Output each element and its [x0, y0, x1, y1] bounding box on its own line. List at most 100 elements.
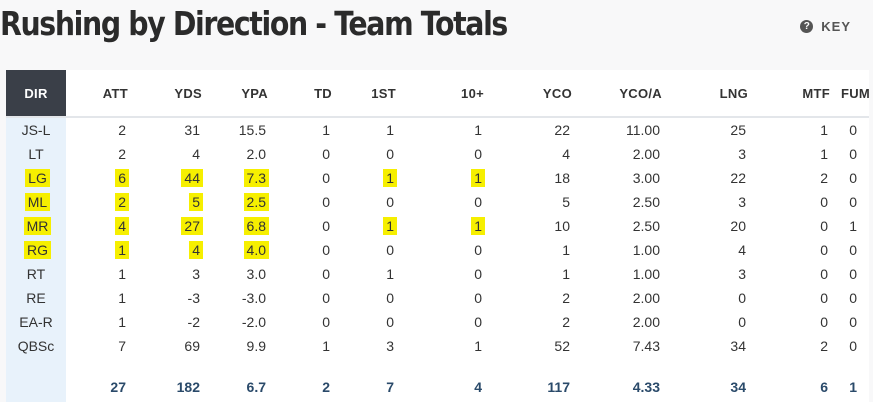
cell-value: 0: [820, 290, 828, 306]
table-row: LG 6 44 7.3 0 1 1 18 3.00 22 2 0: [6, 166, 869, 190]
cell-tenplus: 1: [406, 117, 494, 142]
cell-td: 0: [278, 310, 342, 334]
cell-att: 1: [66, 262, 138, 286]
cell-fum: 0: [840, 286, 869, 310]
cell-att: 2: [66, 142, 138, 166]
column-header-yds[interactable]: YDS: [138, 70, 212, 118]
column-header-lng[interactable]: LNG: [672, 70, 758, 118]
spacer-cell: [758, 358, 840, 366]
cell-att: 1: [66, 310, 138, 334]
table-row: LT 2 4 2.0 0 0 0 4 2.00 3 1 0: [6, 142, 869, 166]
cell-yds: -2: [138, 310, 212, 334]
cell-ypa: 9.9: [212, 334, 278, 358]
cell-value: 0: [849, 170, 857, 186]
cell-td: 0: [278, 286, 342, 310]
cell-yds: 69: [138, 334, 212, 358]
cell-value: 1: [118, 290, 126, 306]
cell-mtf: 0: [758, 190, 840, 214]
cell-value: 2.00: [632, 314, 660, 330]
column-header-att[interactable]: ATT: [66, 70, 138, 118]
cell-value: 1: [849, 218, 857, 234]
cell-value: 0: [322, 218, 330, 234]
cell-yds: 3: [138, 262, 212, 286]
cell-value: 2: [820, 170, 828, 186]
spacer-cell: [582, 358, 672, 366]
column-header-td[interactable]: TD: [278, 70, 342, 118]
cell-value: 2: [562, 290, 570, 306]
cell-dir: MR: [6, 214, 66, 238]
cell-value: -2: [187, 314, 200, 330]
column-header-first[interactable]: 1ST: [342, 70, 406, 118]
cell-value: 0: [474, 314, 482, 330]
cell-value: 7.3: [243, 169, 269, 187]
cell-ycoa: 11.00: [582, 117, 672, 142]
total-dir: [6, 366, 66, 402]
cell-yco: 1: [494, 238, 582, 262]
cell-value: 0: [386, 290, 394, 306]
cell-lng: 4: [672, 238, 758, 262]
table-row: MR 4 27 6.8 0 1 1 10 2.50 20 0 1: [6, 214, 869, 238]
cell-value: 1: [820, 122, 828, 138]
cell-value: 0: [849, 338, 857, 354]
cell-value: LT: [28, 146, 44, 162]
cell-mtf: 0: [758, 310, 840, 334]
cell-value: 4.0: [243, 241, 269, 259]
cell-value: 1: [562, 242, 570, 258]
cell-att: 2: [66, 190, 138, 214]
cell-value: 2: [562, 314, 570, 330]
cell-value: 0: [322, 170, 330, 186]
cell-dir: ML: [6, 190, 66, 214]
total-first: 7: [342, 366, 406, 402]
cell-value: 1: [471, 217, 485, 235]
cell-value: 2.50: [632, 218, 660, 234]
cell-value: RE: [26, 290, 46, 306]
cell-mtf: 0: [758, 262, 840, 286]
cell-yco: 1: [494, 262, 582, 286]
cell-value: 0: [820, 242, 828, 258]
cell-yds: 4: [138, 238, 212, 262]
column-header-mtf[interactable]: MTF: [758, 70, 840, 118]
cell-value: 1: [386, 122, 394, 138]
cell-value: 2.00: [632, 290, 660, 306]
cell-value: 4: [738, 242, 746, 258]
cell-value: 0: [849, 266, 857, 282]
cell-value: 1: [115, 241, 129, 259]
rushing-table: DIR ATT YDS YPA TD 1ST 10+ YCO YCO/A LNG MTF FUM JS…: [6, 70, 870, 402]
key-button[interactable]: ? KEY: [800, 15, 851, 37]
cell-first: 0: [342, 238, 406, 262]
table-body: JS-L 2 31 15.5 1 1 1 22 11.00 25 1 0 LT 2 4 2.0 0 0 0 4 2.00…: [6, 117, 869, 366]
cell-td: 0: [278, 238, 342, 262]
cell-value: 0: [322, 266, 330, 282]
cell-value: 1: [386, 266, 394, 282]
cell-value: 1: [471, 169, 485, 187]
column-header-ypa[interactable]: YPA: [212, 70, 278, 118]
cell-value: 3: [738, 194, 746, 210]
column-header-dir[interactable]: DIR: [6, 70, 66, 118]
column-header-yco[interactable]: YCO: [494, 70, 582, 118]
cell-value: 6: [115, 169, 129, 187]
total-lng: 34: [672, 366, 758, 402]
cell-value: 0: [474, 194, 482, 210]
column-header-fum[interactable]: FUM: [840, 70, 870, 118]
rushing-table-container: DIR ATT YDS YPA TD 1ST 10+ YCO YCO/A LNG MTF FUM JS…: [6, 70, 870, 402]
cell-fum: 0: [840, 190, 869, 214]
spacer-cell: [840, 358, 869, 366]
cell-value: 0: [474, 266, 482, 282]
cell-value: 4: [192, 146, 200, 162]
cell-yds: 44: [138, 166, 212, 190]
cell-value: 27: [181, 217, 203, 235]
cell-td: 0: [278, 166, 342, 190]
totals-row: 27 182 6.7 2 7 4 117 4.33 34 6 1: [6, 366, 869, 402]
cell-fum: 0: [840, 310, 869, 334]
cell-yco: 5: [494, 190, 582, 214]
cell-value: 0: [386, 242, 394, 258]
cell-value: 0: [820, 218, 828, 234]
cell-value: 4: [562, 146, 570, 162]
column-header-tenplus[interactable]: 10+: [406, 70, 494, 118]
column-header-ycoa[interactable]: YCO/A: [582, 70, 672, 118]
table-row: EA-R 1 -2 -2.0 0 0 0 2 2.00 0 0 0: [6, 310, 869, 334]
cell-fum: 1: [840, 214, 869, 238]
cell-lng: 3: [672, 142, 758, 166]
cell-first: 1: [342, 166, 406, 190]
cell-lng: 20: [672, 214, 758, 238]
